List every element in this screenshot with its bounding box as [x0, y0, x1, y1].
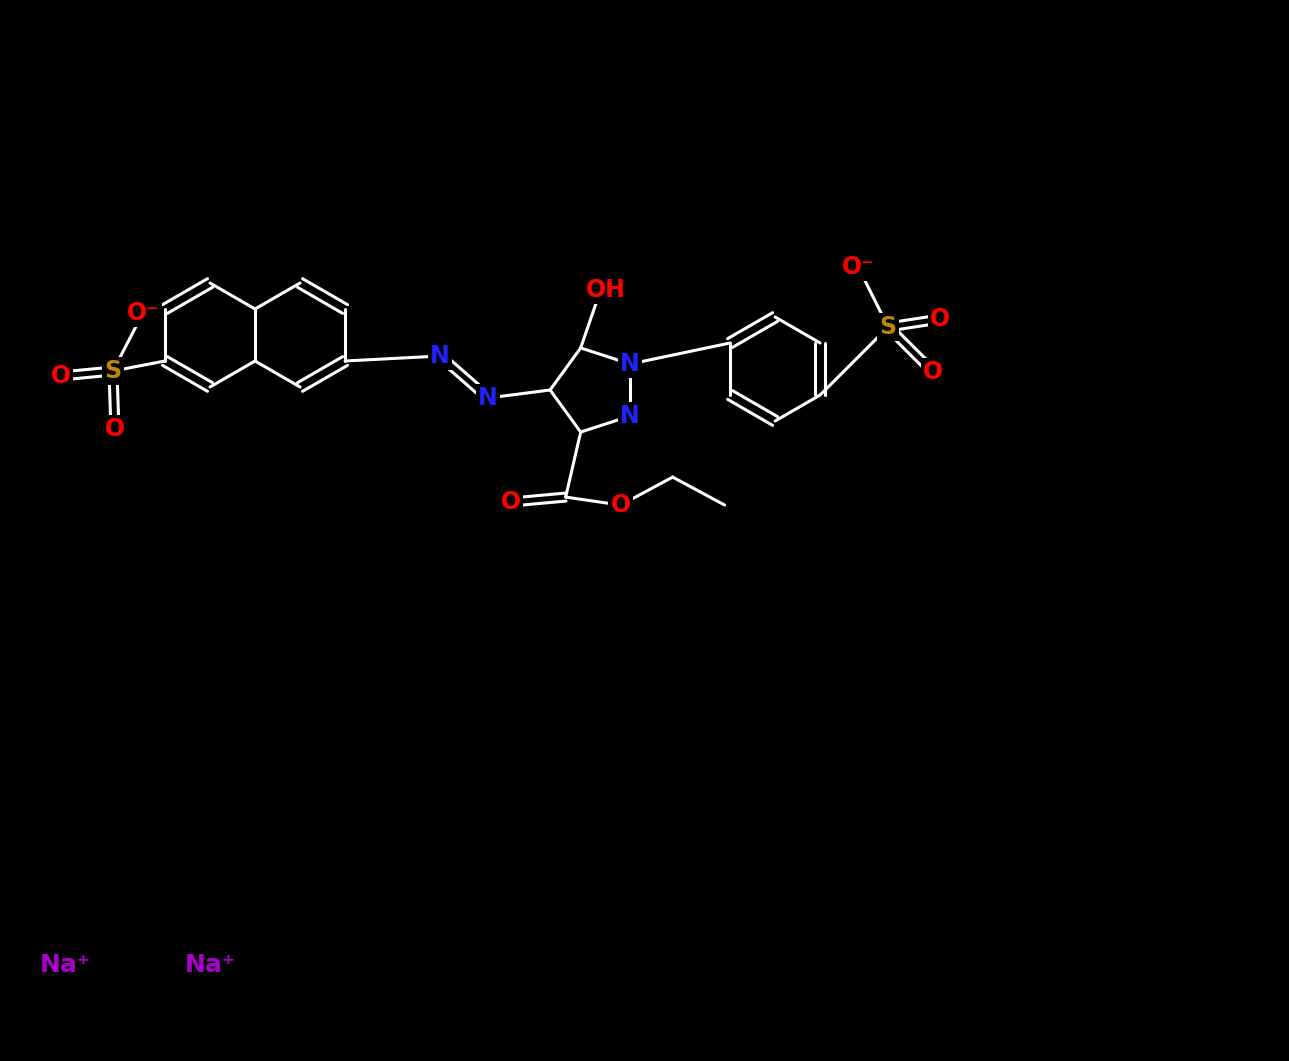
Text: O: O — [50, 364, 71, 388]
Text: O: O — [104, 417, 125, 441]
Text: OH: OH — [585, 278, 625, 302]
Text: Na⁺: Na⁺ — [184, 953, 236, 977]
Text: O: O — [611, 493, 630, 517]
Text: N: N — [620, 404, 641, 428]
Text: N: N — [620, 352, 641, 376]
Text: N: N — [478, 386, 498, 410]
Text: O: O — [923, 360, 944, 384]
Text: O⁻: O⁻ — [126, 301, 160, 325]
Text: N: N — [431, 344, 450, 368]
Text: O: O — [500, 490, 521, 515]
Text: O⁻: O⁻ — [842, 255, 874, 279]
Text: Na⁺: Na⁺ — [40, 953, 90, 977]
Text: S: S — [879, 315, 897, 340]
Text: O: O — [931, 307, 950, 331]
Text: S: S — [104, 359, 121, 383]
